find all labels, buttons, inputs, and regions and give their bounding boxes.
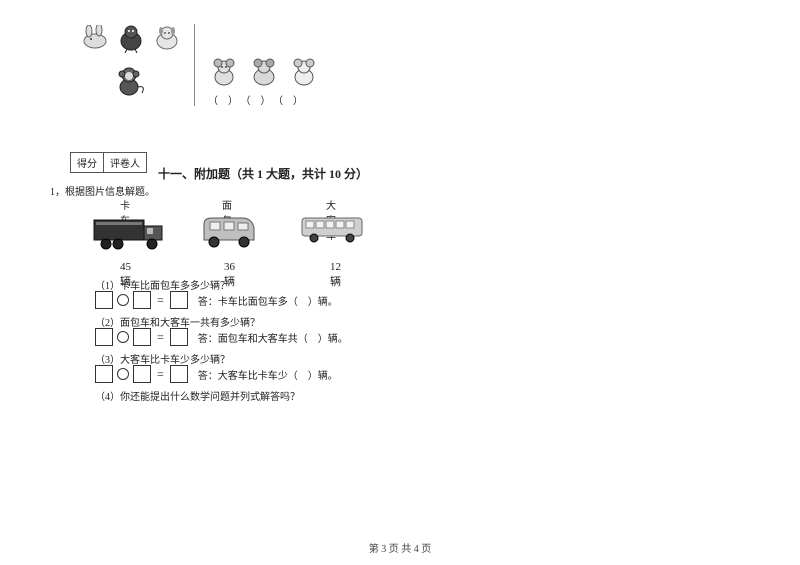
eq-row-1: = 答：卡车比面包车多（ ）辆。 — [95, 291, 338, 309]
eq-row-2: = 答：面包车和大客车共（ ）辆。 — [95, 328, 348, 346]
score-col-grader: 评卷人 — [104, 153, 146, 172]
mouse-a-icon — [208, 56, 240, 88]
equals-sign: = — [155, 367, 166, 382]
truck-icon — [92, 212, 168, 256]
operand-box — [95, 328, 113, 346]
dog-icon — [152, 24, 182, 52]
operand-box — [133, 328, 151, 346]
van-icon — [198, 212, 260, 256]
top-figure-group: （ ） （ ） （ ） — [80, 24, 380, 108]
equals-sign: = — [155, 330, 166, 345]
operator-circle — [117, 368, 129, 380]
monkey-icon — [112, 64, 146, 98]
operand-box — [133, 291, 151, 309]
operand-box — [95, 365, 113, 383]
rabbit-icon — [80, 24, 110, 50]
subq-2: （2）面包车和大客车一共有多少辆？ — [95, 314, 260, 329]
operand-box — [133, 365, 151, 383]
bus-icon — [300, 212, 366, 250]
answer-text-1: 答：卡车比面包车多（ ）辆。 — [198, 293, 338, 308]
score-box: 得分 评卷人 — [70, 152, 147, 173]
question-lead: 1，根据图片信息解题。 — [50, 183, 155, 198]
operand-box — [95, 291, 113, 309]
result-box — [170, 291, 188, 309]
mouse-c-icon — [288, 56, 320, 88]
answer-text-2: 答：面包车和大客车共（ ）辆。 — [198, 330, 348, 345]
vertical-divider — [194, 24, 195, 106]
chick-icon — [116, 24, 146, 54]
operator-circle — [117, 331, 129, 343]
eq-row-3: = 答：大客车比卡车少（ ）辆。 — [95, 365, 338, 383]
equals-sign: = — [155, 293, 166, 308]
count-bus: 12 辆 — [330, 261, 341, 289]
result-box — [170, 328, 188, 346]
score-col-score: 得分 — [71, 153, 104, 172]
paren-blanks: （ ） （ ） （ ） — [208, 92, 303, 107]
page-footer: 第 3 页 共 4 页 — [0, 540, 800, 555]
subq-4: （4）你还能提出什么数学问题并列式解答吗？ — [95, 388, 300, 403]
section-title: 十一、附加题（共 1 大题，共计 10 分） — [158, 165, 368, 182]
subq-3: （3）大客车比卡车少多少辆？ — [95, 351, 230, 366]
subq-1: （1）卡车比面包车多多少辆？ — [95, 277, 230, 292]
mouse-b-icon — [248, 56, 280, 88]
answer-text-3: 答：大客车比卡车少（ ）辆。 — [198, 367, 338, 382]
worksheet-page: （ ） （ ） （ ） 得分 评卷人 十一、附加题（共 1 大题，共计 10 分… — [0, 0, 800, 565]
operator-circle — [117, 294, 129, 306]
result-box — [170, 365, 188, 383]
